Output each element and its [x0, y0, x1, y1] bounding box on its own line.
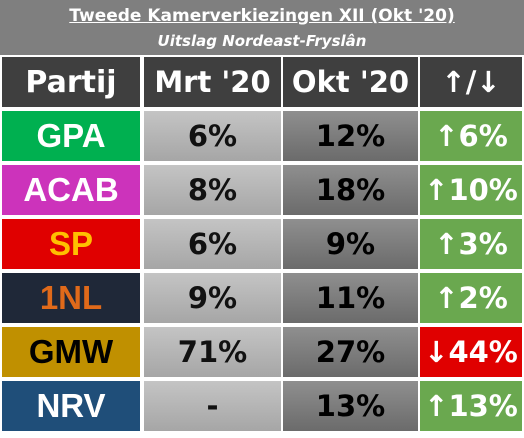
- result-change: ↑2%: [420, 273, 522, 323]
- result-after: 13%: [283, 381, 418, 431]
- result-change: ↑6%: [420, 111, 522, 161]
- result-before: 9%: [144, 273, 281, 323]
- table-row: GPA 6% 12% ↑6%: [0, 111, 524, 161]
- result-after: 18%: [283, 165, 418, 215]
- result-change: ↓44%: [420, 327, 522, 377]
- result-after: 12%: [283, 111, 418, 161]
- result-change: ↑3%: [420, 219, 522, 269]
- result-before: 71%: [144, 327, 281, 377]
- table-row: SP 6% 9% ↑3%: [0, 219, 524, 269]
- header-after: Okt '20: [283, 57, 418, 107]
- table-row: GMW 71% 27% ↓44%: [0, 327, 524, 377]
- party-name: GPA: [2, 111, 140, 161]
- table-row: 1NL 9% 11% ↑2%: [0, 273, 524, 323]
- table-row: ACAB 8% 18% ↑10%: [0, 165, 524, 215]
- result-before: 6%: [144, 219, 281, 269]
- party-name: GMW: [2, 327, 140, 377]
- result-before: 8%: [144, 165, 281, 215]
- table-header-row: Partij Mrt '20 Okt '20 ↑/↓: [0, 57, 524, 107]
- result-after: 11%: [283, 273, 418, 323]
- header-before: Mrt '20: [144, 57, 281, 107]
- party-name: ACAB: [2, 165, 140, 215]
- header-change: ↑/↓: [420, 57, 522, 107]
- result-before: 6%: [144, 111, 281, 161]
- page-subtitle: Uitslag Nordeast-Fryslân: [157, 32, 367, 50]
- party-name: 1NL: [2, 273, 140, 323]
- result-before: -: [144, 381, 281, 431]
- result-after: 27%: [283, 327, 418, 377]
- result-change: ↑13%: [420, 381, 522, 431]
- title-band: Tweede Kamerverkiezingen XII (Okt '20) U…: [0, 0, 524, 55]
- table-row: NRV - 13% ↑13%: [0, 381, 524, 431]
- party-name: NRV: [2, 381, 140, 431]
- page-title: Tweede Kamerverkiezingen XII (Okt '20): [69, 6, 455, 26]
- header-party: Partij: [2, 57, 140, 107]
- result-after: 9%: [283, 219, 418, 269]
- party-name: SP: [2, 219, 140, 269]
- result-change: ↑10%: [420, 165, 522, 215]
